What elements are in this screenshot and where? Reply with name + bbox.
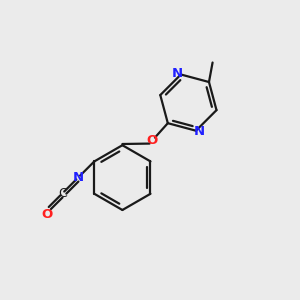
Text: N: N xyxy=(73,171,84,184)
Text: N: N xyxy=(194,125,205,138)
Text: O: O xyxy=(41,208,52,221)
Text: O: O xyxy=(146,134,158,147)
Text: N: N xyxy=(172,67,183,80)
Text: C: C xyxy=(58,187,67,200)
